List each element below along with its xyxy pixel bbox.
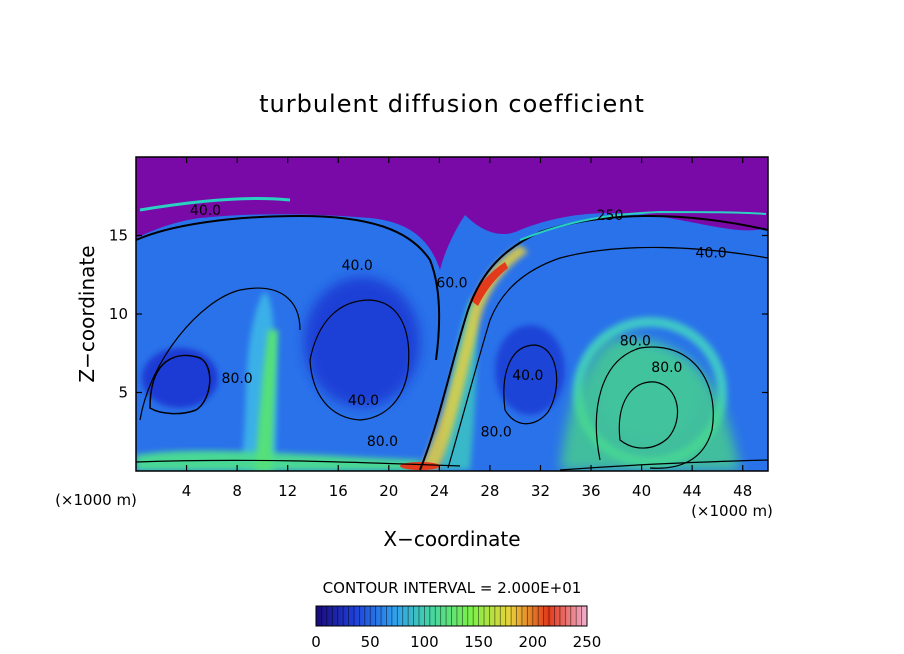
contour-label: 80.0 bbox=[222, 371, 253, 387]
x-axis-label: X−coordinate bbox=[383, 527, 520, 551]
y-tick-label: 15 bbox=[109, 227, 128, 245]
colorbar-stripes bbox=[321, 606, 582, 626]
y-axis: 5 10 15 bbox=[109, 227, 768, 402]
x-tick-label: 28 bbox=[480, 482, 499, 500]
contour-label: 40.0 bbox=[342, 258, 373, 274]
contour-label: 40.0 bbox=[696, 245, 727, 261]
contour-label: 80.0 bbox=[620, 333, 651, 349]
colorbar-tick-label: 100 bbox=[410, 633, 439, 651]
y-tick-label: 5 bbox=[118, 384, 128, 402]
x-tick-label: 48 bbox=[733, 482, 752, 500]
contour-label: 40.0 bbox=[512, 368, 543, 384]
x-tick-label: 12 bbox=[278, 482, 297, 500]
upper-layer bbox=[136, 157, 768, 270]
x-axis: 4 8 12 16 20 24 28 32 36 40 44 48 bbox=[182, 157, 752, 500]
x-tick-label: 20 bbox=[379, 482, 398, 500]
x-tick-label: 24 bbox=[430, 482, 449, 500]
y-tick-label: 10 bbox=[109, 305, 128, 323]
y-axis-label: Z−coordinate bbox=[75, 245, 99, 382]
eddy-center-right-core bbox=[495, 325, 565, 415]
colorbar-tick-label: 150 bbox=[464, 633, 493, 651]
x-tick-label: 36 bbox=[581, 482, 600, 500]
x-tick-label: 32 bbox=[531, 482, 550, 500]
hot-diagonal bbox=[420, 245, 528, 470]
hot-core bbox=[470, 262, 508, 306]
x-tick-label: 4 bbox=[182, 482, 192, 500]
contour-label: 80.0 bbox=[481, 424, 512, 440]
x-tick-label: 8 bbox=[232, 482, 242, 500]
green-column bbox=[255, 330, 278, 471]
colorbar: 0 50 100 150 200 250 bbox=[311, 605, 601, 651]
colorbar-ticks: 0 50 100 150 200 250 bbox=[311, 633, 601, 651]
x-tick-label: 44 bbox=[683, 482, 702, 500]
colorbar-tick-label: 50 bbox=[361, 633, 380, 651]
colorbar-tick-label: 250 bbox=[573, 633, 602, 651]
contour-label: 40.0 bbox=[348, 393, 379, 409]
contour-label: 80.0 bbox=[651, 360, 682, 376]
heatmap-field: 40.040.040.080.080.060.040.080.080.040.0… bbox=[136, 157, 768, 471]
x-axis-unit-right: (×1000 m) bbox=[691, 502, 773, 520]
contour-label: 40.0 bbox=[190, 203, 221, 219]
x-tick-label: 40 bbox=[632, 482, 651, 500]
chart-title: turbulent diffusion coefficient bbox=[259, 90, 645, 118]
colorbar-tick-label: 200 bbox=[518, 633, 547, 651]
eddy-center-left-core bbox=[304, 277, 420, 407]
colorbar-tick-label: 0 bbox=[311, 633, 321, 651]
contour-label: 80.0 bbox=[367, 434, 398, 450]
green-right-bottom bbox=[560, 337, 740, 471]
contour-interval-label: CONTOUR INTERVAL = 2.000E+01 bbox=[323, 579, 582, 597]
contour-label: 60.0 bbox=[436, 275, 467, 291]
colorbar-frame bbox=[315, 605, 588, 627]
contour-labels: 40.040.040.080.080.060.040.080.080.040.0… bbox=[190, 203, 727, 450]
contour-label: 250 bbox=[597, 208, 624, 224]
x-axis-unit-left: (×1000 m) bbox=[55, 491, 137, 509]
contour-lines bbox=[136, 196, 768, 471]
x-tick-label: 16 bbox=[329, 482, 348, 500]
